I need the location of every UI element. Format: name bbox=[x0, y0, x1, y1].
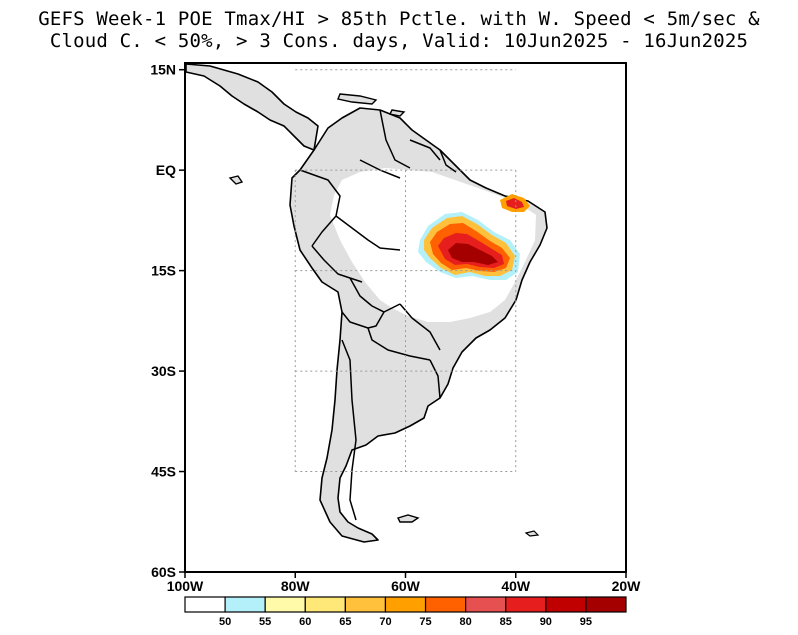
y-tick-label: 45S bbox=[151, 464, 176, 480]
ne-prob-90-band bbox=[506, 198, 524, 209]
colorbar-label: 55 bbox=[259, 616, 271, 628]
colorbar-swatch bbox=[264, 596, 306, 613]
x-tick-label: 40W bbox=[501, 578, 531, 594]
colorbar-label: 50 bbox=[219, 616, 231, 628]
colorbar-label: 60 bbox=[299, 616, 311, 628]
colorbar-label: 90 bbox=[540, 616, 552, 628]
colorbar-swatch bbox=[424, 596, 467, 613]
y-tick-label: EQ bbox=[156, 162, 176, 178]
x-tick-label: 100W bbox=[167, 578, 204, 594]
caribbean-islands bbox=[337, 93, 406, 117]
country-borders bbox=[299, 109, 457, 521]
colorbar-label: 85 bbox=[500, 616, 512, 628]
central-america-landmass bbox=[185, 63, 319, 151]
colorbar-swatch bbox=[304, 596, 346, 613]
y-tick-label: 30S bbox=[151, 363, 176, 379]
colorbar-swatch bbox=[585, 596, 627, 613]
colorbar-swatch bbox=[224, 596, 266, 613]
prob-95-plus-core bbox=[448, 243, 498, 265]
colorbar-label: 80 bbox=[460, 616, 472, 628]
colorbar-swatch bbox=[184, 596, 226, 613]
y-tick-label: 15N bbox=[150, 62, 176, 78]
colorbar-swatch bbox=[465, 596, 507, 613]
y-tick-label: 15S bbox=[151, 263, 176, 279]
colorbar-swatch bbox=[384, 596, 427, 613]
colorbar-swatch bbox=[505, 596, 547, 613]
galapagos-islands bbox=[228, 175, 244, 185]
probability-shading-central-brazil bbox=[418, 212, 520, 280]
title-line-1: GEFS Week-1 POE Tmax/HI > 85th Pctle. wi… bbox=[38, 8, 760, 30]
colorbar-swatch bbox=[344, 596, 387, 613]
colorbar-label: 95 bbox=[580, 616, 592, 628]
falkland-islands bbox=[397, 514, 420, 523]
x-tick-label: 20W bbox=[612, 578, 642, 594]
grid-lines bbox=[294, 69, 517, 473]
title-line-2: Cloud C. < 50%, > 3 Cons. days, Valid: 1… bbox=[49, 30, 749, 52]
y-tick-label: 60S bbox=[151, 564, 176, 580]
south-georgia-island bbox=[524, 530, 540, 537]
probability-shading-ne-brazil bbox=[500, 194, 530, 212]
x-tick-label: 60W bbox=[391, 578, 421, 594]
colorbar: 50 55 60 65 70 75 80 85 90 95 bbox=[184, 596, 627, 628]
colorbar-label: 75 bbox=[419, 616, 431, 628]
map-panel bbox=[185, 63, 548, 543]
x-tick-label: 80W bbox=[281, 578, 311, 594]
colorbar-label: 65 bbox=[339, 616, 351, 628]
colorbar-label: 70 bbox=[379, 616, 391, 628]
colorbar-swatch bbox=[545, 596, 587, 613]
